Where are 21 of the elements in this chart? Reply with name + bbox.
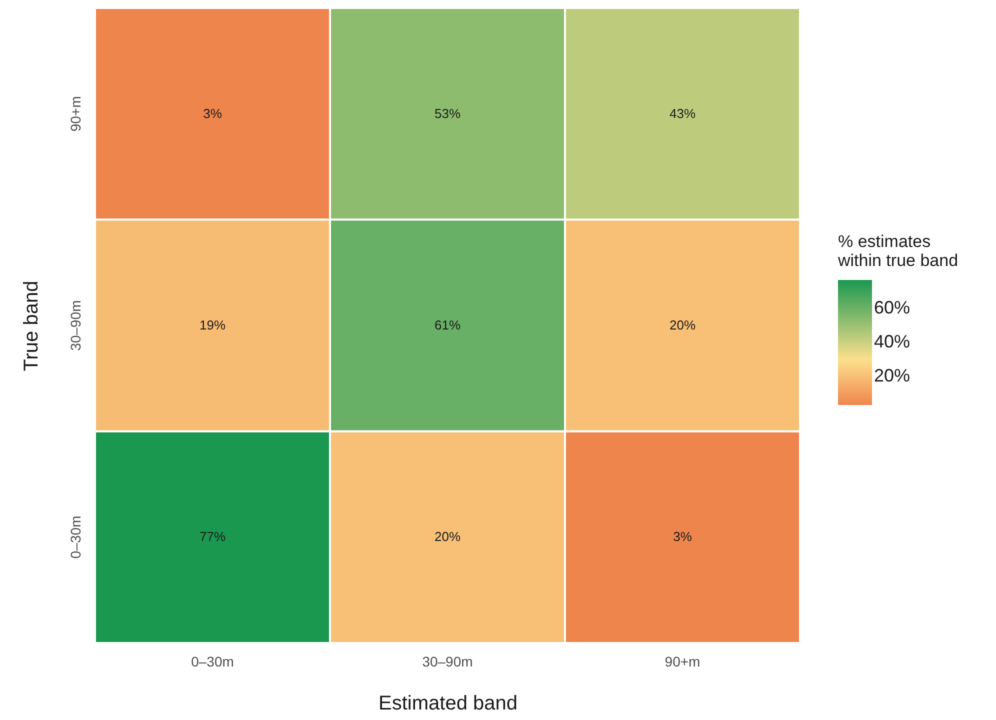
data-label: 43% (669, 106, 696, 121)
data-label: 19% (199, 318, 226, 332)
y-tick-label: 0–30m (68, 516, 84, 559)
data-label: 20% (669, 318, 696, 332)
color-bar-label: 40% (874, 332, 910, 352)
x-tick-label: 90+m (664, 654, 700, 670)
x-axis-title: Estimated band (378, 692, 518, 714)
data-label: 20% (434, 529, 461, 544)
data-label: 3% (203, 106, 222, 121)
legend-title: % estimates within true band (837, 232, 958, 270)
color-bar-label: 60% (874, 298, 910, 318)
data-label: 3% (673, 529, 692, 544)
y-axis-title: True band (20, 280, 42, 372)
y-tick-label: 90+m (68, 96, 84, 132)
data-label: 61% (434, 318, 461, 332)
data-label: 53% (434, 106, 461, 121)
x-tick-label: 0–30m (191, 654, 234, 670)
color-bar-label: 20% (874, 365, 910, 386)
data-label: 77% (199, 529, 226, 544)
x-tick-label: 30–90m (422, 654, 473, 670)
y-tick-label: 30–90m (68, 300, 84, 351)
